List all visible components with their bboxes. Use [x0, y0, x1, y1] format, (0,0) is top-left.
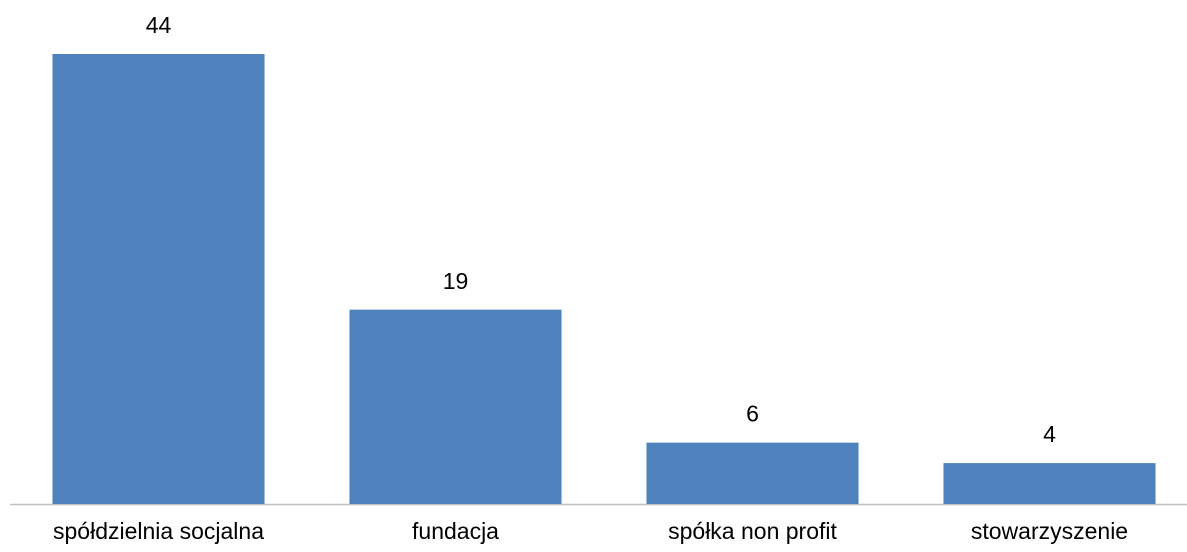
- x-tick-label: spółdzielnia socjalna: [53, 518, 264, 544]
- x-tick-label: spółka non profit: [668, 518, 837, 544]
- bar: [349, 309, 562, 504]
- data-label: 4: [1043, 421, 1056, 447]
- bar: [646, 442, 859, 504]
- data-label: 6: [746, 401, 759, 427]
- bar: [52, 54, 265, 504]
- data-label: 44: [146, 12, 172, 38]
- data-label: 19: [443, 268, 469, 294]
- x-tick-label: stowarzyszenie: [971, 518, 1128, 544]
- bar: [943, 463, 1156, 504]
- x-tick-label: fundacja: [412, 518, 499, 544]
